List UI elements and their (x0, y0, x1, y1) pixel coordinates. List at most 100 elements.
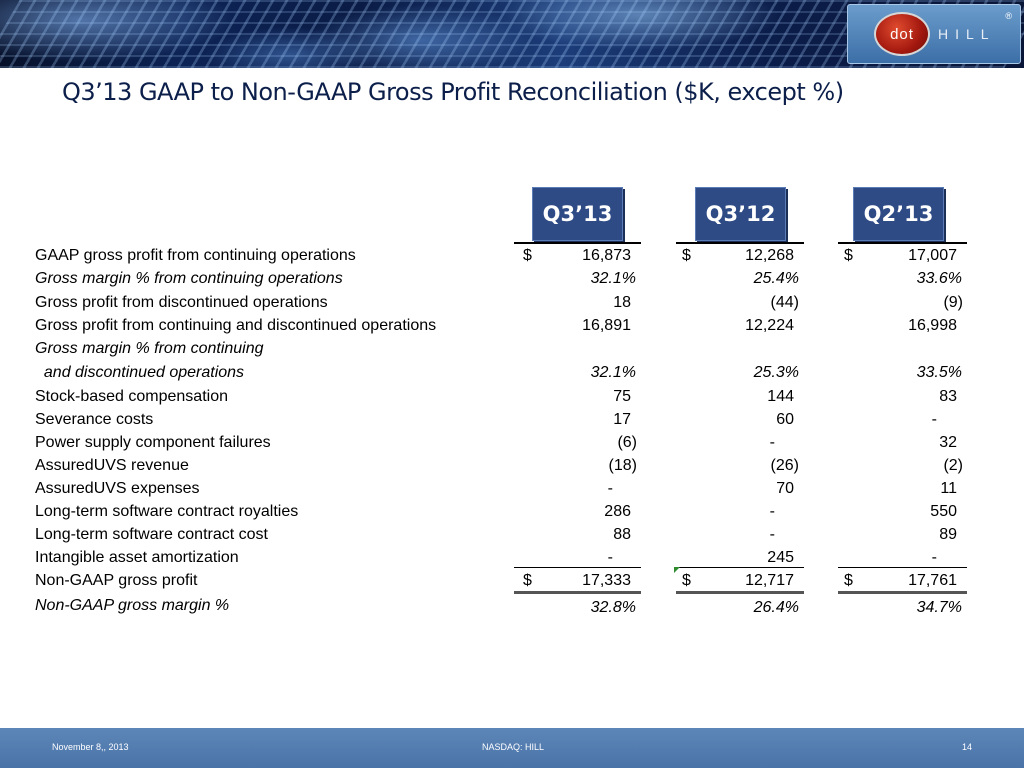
value-q2-13: 89 (939, 526, 957, 543)
value-q3-13: 286 (604, 503, 631, 520)
value-q2-13: - (931, 411, 937, 428)
value-q2-13: 16,998 (908, 317, 957, 334)
row-label: Gross margin % from continuing operation… (35, 270, 343, 287)
row-label: Severance costs (35, 411, 154, 428)
value-q3-13: (18) (608, 457, 637, 474)
column-header-q2-13: Q2’13 (853, 187, 944, 241)
currency-symbol: $ (523, 572, 532, 589)
value-q3-13: 18 (613, 294, 631, 311)
value-q3-12: 25.3% (753, 364, 799, 381)
value-q2-13: 83 (939, 388, 957, 405)
subtotal-rule-3 (838, 567, 967, 568)
value-q3-12: 12,268 (745, 247, 794, 264)
table-row: Gross margin % from continuing (0, 338, 1024, 360)
dot-hill-logo: dot HILL ® (847, 4, 1021, 64)
value-q2-13: (9) (943, 294, 963, 311)
footer-page-number: 14 (962, 742, 973, 752)
value-q3-13: 32.1% (590, 364, 636, 381)
value-q3-12: - (769, 526, 775, 543)
column-header-q3-12: Q3’12 (695, 187, 786, 241)
logo-dot-badge: dot (874, 12, 930, 56)
value-q2-13: 11 (940, 480, 957, 497)
value-q3-12: 26.4% (753, 599, 799, 616)
row-label: GAAP gross profit from continuing operat… (35, 247, 356, 264)
value-q2-13: 17,761 (908, 572, 957, 589)
value-q3-12: 12,717 (745, 572, 794, 589)
row-label: Gross profit from discontinued operation… (35, 294, 328, 311)
currency-symbol: $ (844, 247, 853, 264)
header-rule-1 (514, 242, 641, 244)
cell-comment-marker (674, 567, 680, 573)
value-q2-13: - (931, 549, 937, 566)
value-q3-12: (44) (770, 294, 799, 311)
value-q3-13: 75 (613, 388, 631, 405)
value-q3-12: 60 (776, 411, 794, 428)
currency-symbol: $ (682, 572, 691, 589)
footer-date: November 8,, 2013 (52, 742, 129, 752)
table-row: Long-term software contract cost 88 - 89 (0, 524, 1024, 546)
value-q3-12: - (769, 434, 775, 451)
value-q3-13: (6) (617, 434, 637, 451)
column-header-q3-13: Q3’13 (532, 187, 623, 241)
table-row: Intangible asset amortization - 245 - (0, 547, 1024, 569)
row-label: Power supply component failures (35, 434, 271, 451)
row-label: Gross margin % from continuing (35, 340, 264, 357)
table-row: AssuredUVS revenue (18) (26) (2) (0, 455, 1024, 477)
table-row: Long-term software contract royalties 28… (0, 501, 1024, 523)
row-label: AssuredUVS expenses (35, 480, 200, 497)
total-double-rule-2 (676, 591, 804, 594)
slide-title: Q3’13 GAAP to Non-GAAP Gross Profit Reco… (62, 78, 844, 106)
row-label: Non-GAAP gross profit (35, 572, 198, 589)
footer-bar: November 8,, 2013 NASDAQ: HILL 14 (0, 728, 1024, 768)
table-row: AssuredUVS expenses - 70 11 (0, 478, 1024, 500)
table-row: Non-GAAP gross margin % 32.8% 26.4% 34.7… (0, 595, 1024, 617)
row-label: and discontinued operations (35, 364, 245, 381)
value-q3-12: 245 (767, 549, 794, 566)
header-rule-2 (676, 242, 804, 244)
value-q3-13: 32.8% (590, 599, 636, 616)
subtotal-rule-1 (514, 567, 641, 568)
currency-symbol: $ (523, 247, 532, 264)
row-label: AssuredUVS revenue (35, 457, 189, 474)
row-label: Long-term software contract royalties (35, 503, 299, 520)
table-row: and discontinued operations 32.1% 25.3% … (0, 362, 1024, 384)
value-q3-12: 12,224 (745, 317, 794, 334)
table-row: Stock-based compensation 75 144 83 (0, 386, 1024, 408)
row-label: Long-term software contract cost (35, 526, 268, 543)
value-q3-12: 144 (767, 388, 794, 405)
value-q2-13: 32 (939, 434, 957, 451)
table-row: Gross profit from continuing and discont… (0, 315, 1024, 337)
logo-registered-mark: ® (1005, 11, 1012, 21)
value-q2-13: 33.5% (916, 364, 962, 381)
subtotal-rule-2 (676, 567, 804, 568)
currency-symbol: $ (682, 247, 691, 264)
row-label: Gross profit from continuing and discont… (35, 317, 437, 334)
value-q3-13: 16,873 (582, 247, 631, 264)
value-q2-13: (2) (943, 457, 963, 474)
table-row: Gross margin % from continuing operation… (0, 268, 1024, 290)
value-q2-13: 17,007 (908, 247, 957, 264)
value-q3-12: (26) (770, 457, 799, 474)
value-q2-13: 34.7% (916, 599, 962, 616)
total-double-rule-1 (514, 591, 641, 594)
value-q3-13: - (607, 480, 613, 497)
value-q3-13: 16,891 (582, 317, 631, 334)
value-q3-13: 32.1% (590, 270, 636, 287)
value-q3-12: 70 (776, 480, 794, 497)
value-q3-13: 17 (613, 411, 631, 428)
value-q3-12: - (769, 503, 775, 520)
value-q3-13: 17,333 (582, 572, 631, 589)
footer-ticker: NASDAQ: HILL (482, 742, 545, 752)
table-row: GAAP gross profit from continuing operat… (0, 245, 1024, 267)
header-rule-3 (838, 242, 967, 244)
table-row: Gross profit from discontinued operation… (0, 292, 1024, 314)
value-q3-12: 25.4% (753, 270, 799, 287)
value-q3-13: - (607, 549, 613, 566)
row-label: Non-GAAP gross margin % (35, 597, 230, 614)
value-q2-13: 550 (930, 503, 957, 520)
total-double-rule-3 (838, 591, 967, 594)
table-row: Non-GAAP gross profit $ 17,333 $ 12,717 … (0, 570, 1024, 592)
value-q3-13: 88 (613, 526, 631, 543)
row-label: Intangible asset amortization (35, 549, 239, 566)
table-row: Power supply component failures (6) - 32 (0, 432, 1024, 454)
